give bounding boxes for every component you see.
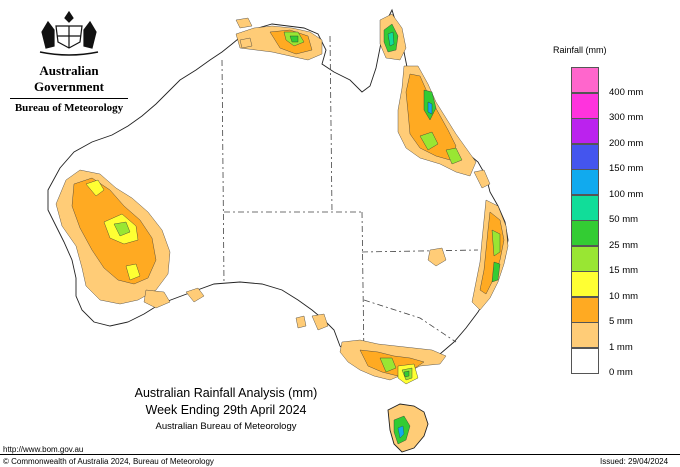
legend-label: 0 mm <box>609 367 633 378</box>
rain-south <box>295 313 447 385</box>
map-title: Australian Rainfall Analysis (mm) <box>134 386 318 400</box>
legend-label: 1 mm <box>609 341 633 353</box>
legend-label: 300 mm <box>609 112 644 123</box>
footer-divider <box>0 454 680 455</box>
tasmania-teal <box>397 425 405 439</box>
government-title: Australian Government <box>33 63 105 94</box>
legend-swatch <box>571 220 599 246</box>
rain-nsw <box>427 199 509 311</box>
legend-swatch <box>571 296 599 323</box>
header: Australian Government Bureau of Meteorol… <box>8 8 130 114</box>
agency-title: Bureau of Meteorology <box>14 102 124 114</box>
legend-swatch <box>571 194 599 221</box>
legend-label: 100 mm <box>609 188 644 200</box>
legend-swatch <box>571 118 599 144</box>
legend-label: 400 mm <box>609 86 644 98</box>
state-borders <box>221 35 479 361</box>
issued-date: Issued: 29/04/2024 <box>600 457 669 466</box>
legend-swatch <box>571 67 599 93</box>
legend-label: 10 mm <box>609 290 639 302</box>
map-period: Week Ending 29th April 2024 <box>145 403 307 417</box>
rain-wa <box>55 169 205 309</box>
legend-title: Rainfall (mm) <box>553 45 607 55</box>
coat-of-arms-icon <box>39 10 99 56</box>
legend-label: 150 mm <box>609 163 644 174</box>
legend-swatch <box>571 92 599 119</box>
map-source: Australian Bureau of Meteorology <box>155 421 297 432</box>
legend-label: 200 mm <box>609 137 644 149</box>
header-divider <box>10 98 128 99</box>
website-link[interactable]: http://www.bom.gov.au <box>3 445 84 454</box>
legend-label: 25 mm <box>609 239 639 251</box>
legend-swatch <box>571 245 599 272</box>
rain-north <box>235 17 323 61</box>
legend-swatch <box>571 169 599 195</box>
legend-label: 5 mm <box>609 316 633 327</box>
legend-swatch <box>571 347 599 374</box>
legend-swatch <box>571 271 599 297</box>
legend-swatch <box>571 322 599 348</box>
legend-swatch <box>571 143 599 170</box>
rain-qld <box>379 13 491 189</box>
copyright-text: © Commonwealth of Australia 2024, Bureau… <box>3 457 214 466</box>
legend-label: 15 mm <box>609 265 639 276</box>
legend-label: 50 mm <box>609 214 639 225</box>
